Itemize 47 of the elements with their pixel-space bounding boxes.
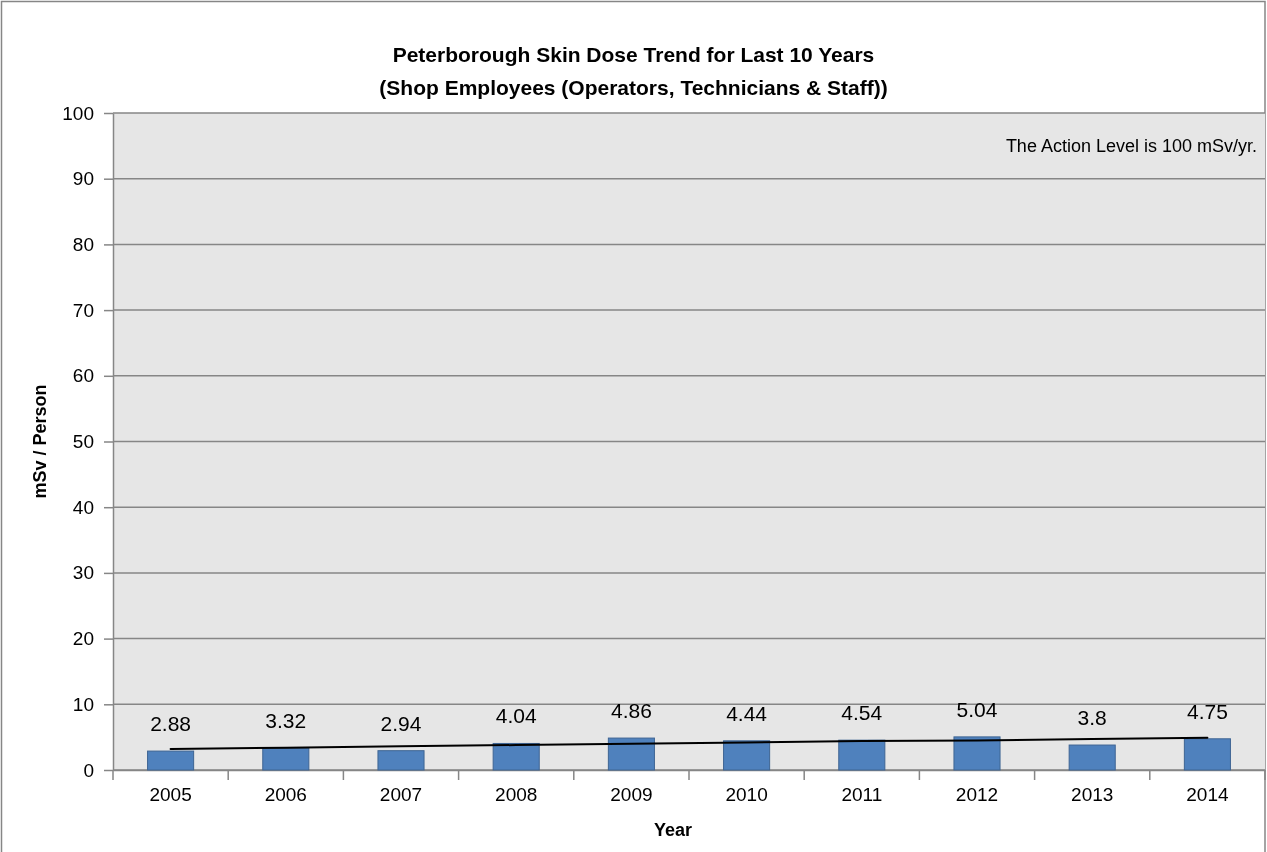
y-tick-label: 0 <box>83 759 94 781</box>
x-tick-label: 2011 <box>841 784 883 806</box>
bar <box>377 750 425 771</box>
x-tick-label: 2009 <box>610 784 653 806</box>
data-label: 2.88 <box>150 712 192 736</box>
y-tick-label: 30 <box>72 562 94 584</box>
data-label: 4.54 <box>841 701 883 725</box>
chart-title: Peterborough Skin Dose Trend for Last 10 Years <box>392 43 875 66</box>
y-tick-label: 90 <box>72 168 94 190</box>
x-tick-label: 2005 <box>149 784 192 806</box>
y-tick-label: 10 <box>72 693 94 715</box>
data-label: 4.04 <box>495 704 537 728</box>
y-tick-label: 40 <box>72 496 94 518</box>
y-tick-label: 50 <box>72 431 94 453</box>
bar <box>953 736 1001 771</box>
y-tick-label: 60 <box>72 365 94 387</box>
bar <box>262 747 310 771</box>
bar <box>1183 738 1231 771</box>
y-tick-label: 100 <box>62 102 94 124</box>
x-axis-title: Year <box>653 820 693 840</box>
line-series <box>169 736 1209 750</box>
x-tick-label: 2014 <box>1186 784 1229 806</box>
bar <box>147 750 195 771</box>
bar <box>1068 744 1116 771</box>
annotation: The Action Level is 100 mSv/yr. <box>1005 136 1257 156</box>
data-label: 3.8 <box>1077 706 1107 730</box>
y-tick-label: 80 <box>72 233 94 255</box>
y-axis-title: mSv / Person <box>30 384 50 499</box>
data-label: 4.75 <box>1186 699 1228 723</box>
bar <box>492 742 540 771</box>
data-label: 5.04 <box>956 697 998 721</box>
x-tick-label: 2007 <box>379 784 423 806</box>
x-tick-label: 2013 <box>1071 784 1114 806</box>
x-tick-label: 2008 <box>495 784 538 806</box>
data-label: 3.32 <box>265 709 307 733</box>
bar <box>723 740 771 771</box>
data-label: 4.86 <box>610 699 652 723</box>
x-tick-label: 2010 <box>725 784 768 806</box>
y-tick-label: 70 <box>72 299 94 321</box>
x-tick-label: 2012 <box>955 784 999 806</box>
x-tick-label: 2006 <box>264 784 307 806</box>
bar <box>838 739 886 771</box>
data-label: 2.94 <box>380 711 422 735</box>
bar <box>607 737 655 771</box>
data-label: 4.44 <box>726 701 768 725</box>
y-tick-label: 20 <box>72 628 94 650</box>
chart-subtitle: (Shop Employees (Operators, Technicians & Staff)) <box>379 76 888 99</box>
